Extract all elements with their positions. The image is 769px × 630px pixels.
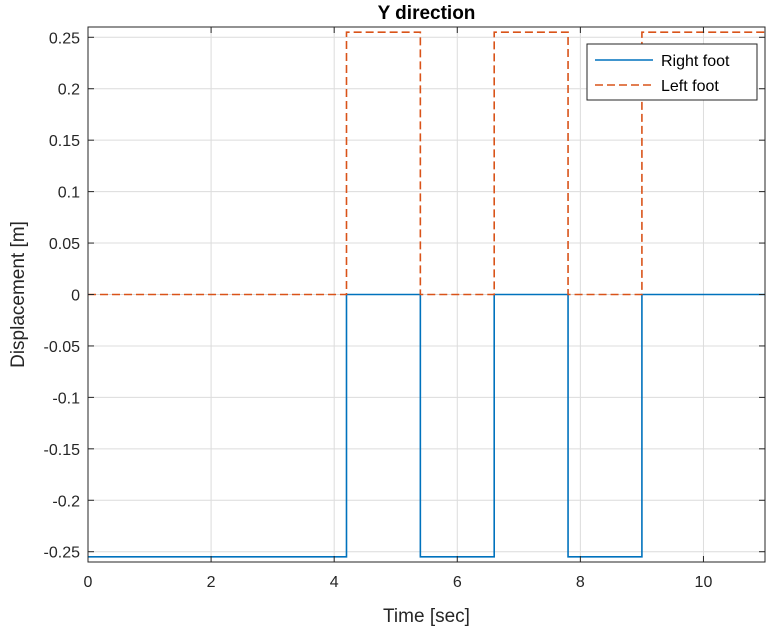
series-group: [88, 31, 765, 558]
x-axis-ticks: 0 2 4 6 8 10: [84, 27, 713, 591]
y-tick-label: -0.05: [44, 339, 81, 356]
y-tick-label: -0.25: [44, 545, 81, 562]
x-tick-label: 8: [576, 574, 585, 591]
x-tick-label: 4: [330, 574, 339, 591]
x-axis-label: Time [sec]: [383, 606, 470, 627]
chart-title: Y direction: [378, 3, 476, 24]
x-tick-label: 2: [207, 574, 216, 591]
y-tick-label: 0.25: [49, 30, 80, 47]
x-tick-label: 0: [84, 574, 93, 591]
y-axis-ticks: 0.25 0.2 0.15 0.1 0.05 0 -0.05 -0.1 -0.15 -0.2 -0.…: [44, 30, 765, 562]
series-line-right-foot: [88, 293, 765, 558]
y-tick-label: -0.15: [44, 442, 81, 459]
legend-box: [586, 43, 758, 101]
y-axis-label: Displacement [m]: [8, 221, 29, 368]
series-line-left-foot: [88, 31, 765, 296]
y-tick-label: 0.05: [49, 236, 80, 253]
y-tick-label: -0.2: [52, 493, 80, 510]
y-tick-label: 0.1: [58, 185, 80, 202]
y-tick-label: 0.2: [58, 82, 80, 99]
y-tick-label: -0.1: [52, 390, 80, 407]
y-tick-label: 0.15: [49, 133, 80, 150]
x-tick-label: 10: [695, 574, 713, 591]
y-tick-label: 0: [71, 288, 80, 305]
legend-label: Left foot: [661, 78, 719, 95]
legend-label: Right foot: [661, 53, 730, 70]
legend: Right foot Left foot: [586, 43, 758, 101]
x-tick-label: 6: [453, 574, 462, 591]
